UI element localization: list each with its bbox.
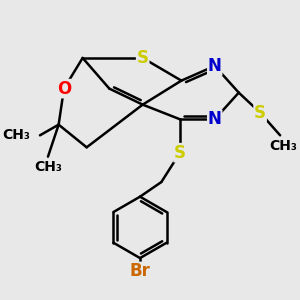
Text: CH₃: CH₃	[269, 139, 297, 153]
Text: S: S	[137, 49, 149, 67]
Text: CH₃: CH₃	[3, 128, 31, 142]
Text: S: S	[174, 144, 186, 162]
Text: N: N	[208, 110, 222, 128]
Text: CH₃: CH₃	[34, 160, 62, 174]
Text: N: N	[208, 57, 222, 75]
Text: Br: Br	[130, 262, 151, 280]
Text: S: S	[254, 103, 266, 122]
Text: O: O	[57, 80, 71, 98]
